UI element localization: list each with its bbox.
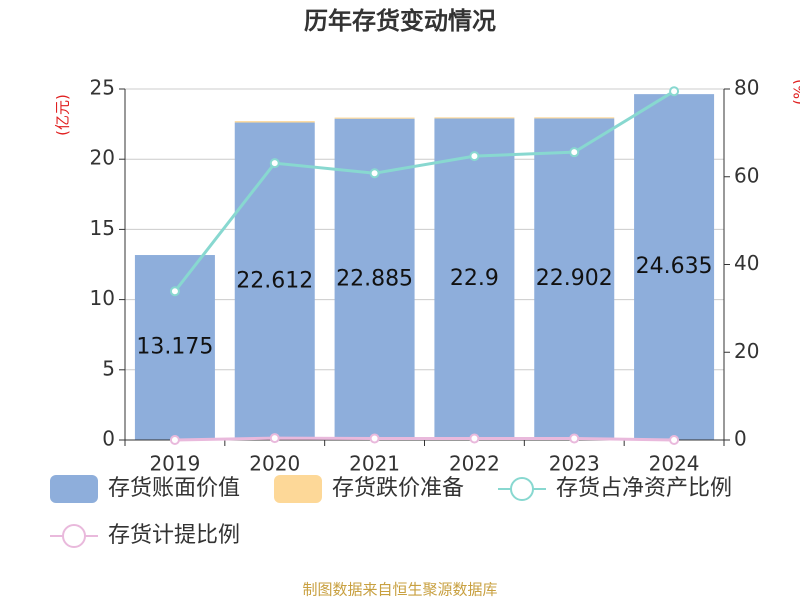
bar	[434, 117, 515, 119]
line	[174, 436, 675, 442]
point	[169, 286, 180, 297]
y2-tick-label: 20	[734, 339, 759, 363]
bar	[434, 118, 515, 440]
x-tick-label: 2024	[649, 452, 700, 476]
data-label: 24.635	[636, 254, 713, 279]
legend-label: 存货占净资产比例	[556, 476, 732, 501]
y-tick-label: 0	[102, 427, 115, 451]
data-label: 22.9	[450, 266, 499, 291]
bar	[534, 118, 615, 440]
data-label: 22.885	[336, 266, 413, 291]
point	[469, 151, 480, 162]
data-label: 13.175	[136, 335, 213, 360]
bar	[634, 94, 715, 440]
y-tick-label: 15	[90, 216, 115, 240]
y2-tick-label: 80	[734, 76, 759, 100]
data-label: 22.902	[536, 266, 613, 291]
source-note: 制图数据来自恒生聚源数据库	[302, 581, 497, 599]
point	[669, 435, 680, 445]
x-tick-label: 2020	[249, 452, 300, 476]
chart-title: 历年存货变动情况	[304, 7, 496, 35]
point	[369, 168, 380, 179]
bar	[134, 255, 215, 440]
x-tick-label: 2023	[549, 452, 600, 476]
x-tick-label: 2022	[449, 452, 500, 476]
bar	[334, 117, 415, 119]
y-tick-label: 10	[90, 286, 115, 310]
y2-tick-label: 40	[734, 251, 759, 275]
point	[469, 433, 480, 444]
legend-label: 存货跌价准备	[332, 476, 464, 501]
point	[269, 158, 280, 169]
y2-tick-label: 60	[734, 163, 759, 187]
y-tick-label: 20	[90, 146, 115, 170]
legend-marker	[62, 524, 86, 548]
point	[369, 433, 380, 444]
y-axis-label: (亿元)	[54, 94, 72, 136]
y-tick-label: 25	[90, 76, 115, 100]
bar	[534, 117, 615, 119]
y2-axis-label: (%)	[791, 79, 800, 105]
legend-swatch	[274, 475, 322, 503]
x-tick-label: 2019	[149, 452, 200, 476]
y-tick-label: 5	[102, 356, 115, 380]
point	[169, 435, 180, 445]
bar	[234, 121, 315, 123]
point	[569, 433, 580, 444]
point	[269, 433, 280, 444]
line	[173, 89, 675, 293]
legend-label: 存货账面价值	[108, 476, 240, 501]
y2-tick-label: 0	[734, 427, 747, 451]
legend-marker	[510, 477, 534, 501]
point	[669, 86, 680, 97]
bar	[234, 122, 315, 440]
point	[569, 147, 580, 158]
x-tick-label: 2021	[349, 452, 400, 476]
legend-swatch	[50, 475, 98, 503]
legend-label: 存货计提比例	[108, 523, 240, 548]
data-label: 22.612	[236, 268, 313, 293]
